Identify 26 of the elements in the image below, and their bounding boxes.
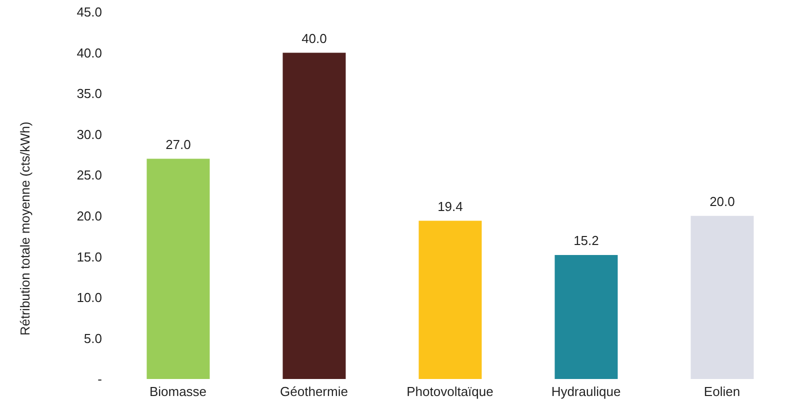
y-tick-label: 45.0 bbox=[76, 4, 102, 20]
x-tick-label: Eolien bbox=[704, 384, 740, 400]
data-label: 20.0 bbox=[710, 194, 735, 209]
bar bbox=[554, 255, 618, 379]
data-label: 27.0 bbox=[166, 136, 191, 152]
y-tick-label: 15.0 bbox=[76, 249, 102, 264]
bar bbox=[418, 220, 482, 379]
x-tick-label: Géothermie bbox=[280, 384, 348, 400]
y-tick-label: 10.0 bbox=[76, 290, 102, 306]
y-tick-label: 25.0 bbox=[76, 168, 102, 183]
x-tick-label: Photovoltaïque bbox=[406, 384, 494, 400]
x-tick-label: Biomasse bbox=[149, 384, 207, 400]
bar bbox=[690, 216, 754, 379]
y-tick-label: 40.0 bbox=[76, 45, 102, 60]
bar bbox=[146, 158, 210, 379]
data-label: 40.0 bbox=[302, 30, 327, 46]
x-tick-label: Hydraulique bbox=[551, 384, 621, 400]
y-tick-label: - bbox=[98, 372, 102, 387]
bar bbox=[282, 52, 346, 379]
y-axis-title: Rétribution totale moyenne (cts/kWh) bbox=[18, 122, 33, 336]
data-label: 15.2 bbox=[574, 233, 599, 248]
y-tick-label: 35.0 bbox=[76, 86, 102, 102]
y-tick-label: 5.0 bbox=[84, 330, 102, 346]
data-label: 19.4 bbox=[438, 198, 463, 214]
y-tick-label: 20.0 bbox=[76, 208, 102, 224]
y-tick-label: 30.0 bbox=[76, 126, 102, 142]
